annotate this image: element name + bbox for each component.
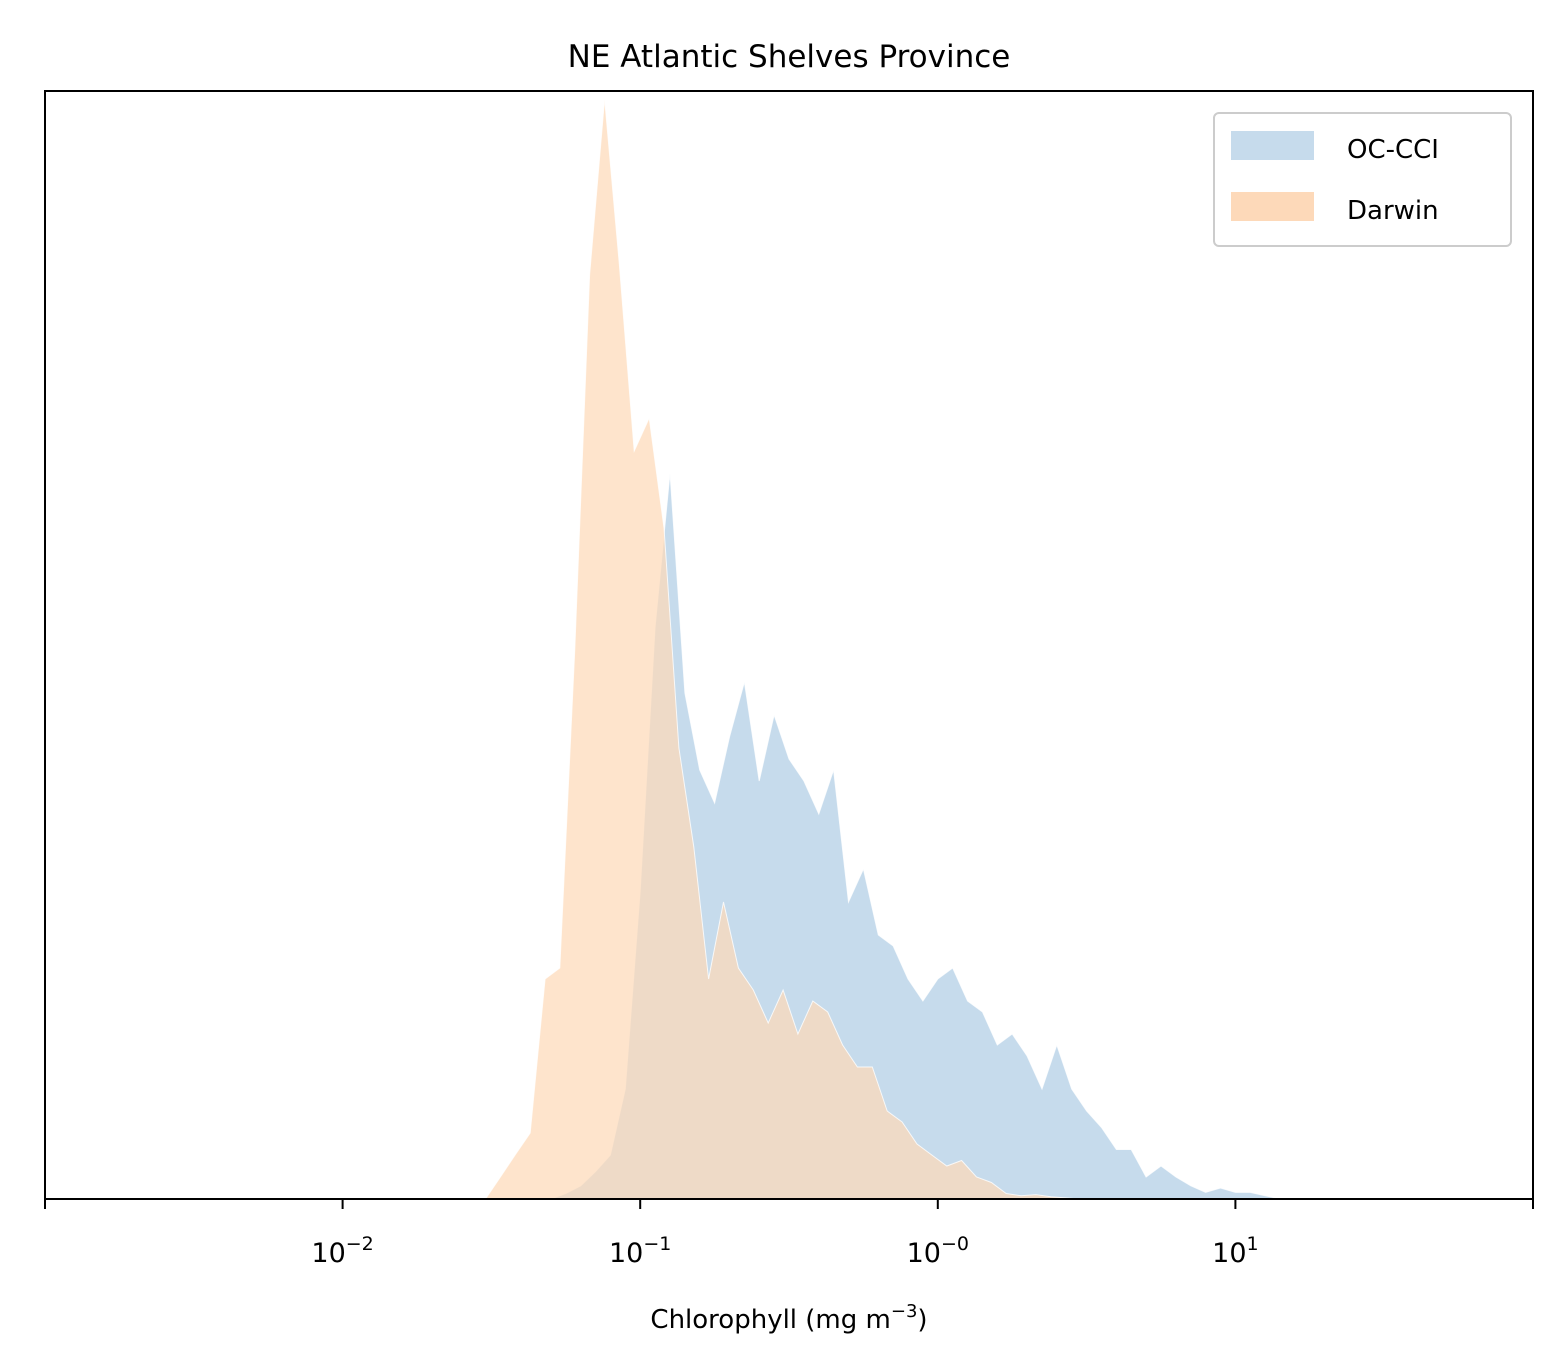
legend: OC-CCI Darwin	[1213, 112, 1512, 247]
axes-frame	[44, 90, 1534, 1200]
x-tick-label: 101	[1212, 1233, 1258, 1269]
legend-swatch-oc-cci	[1231, 131, 1314, 160]
x-axis-label-text: Chlorophyll (mg m	[650, 1305, 890, 1335]
series-area-darwin	[484, 98, 1080, 1200]
legend-label-oc-cci: OC-CCI	[1347, 135, 1439, 165]
x-tick-label: 10−1	[609, 1233, 671, 1269]
plot-area	[44, 90, 1534, 1200]
x-axis-ticks: 10−2 10−1 10−0 101	[44, 1199, 1534, 1269]
series-layer	[484, 98, 1281, 1200]
x-tick-label: 10−0	[907, 1233, 969, 1269]
legend-swatch-darwin	[1231, 192, 1314, 221]
x-axis-label: Chlorophyll (mg m−3)	[650, 1301, 927, 1335]
x-tick-label: 10−2	[311, 1233, 373, 1269]
legend-label-darwin: Darwin	[1347, 196, 1439, 226]
x-axis-label-tail: )	[917, 1305, 927, 1335]
chart-title: NE Atlantic Shelves Province	[568, 39, 1011, 75]
x-axis-label-superscript: −3	[891, 1301, 918, 1322]
